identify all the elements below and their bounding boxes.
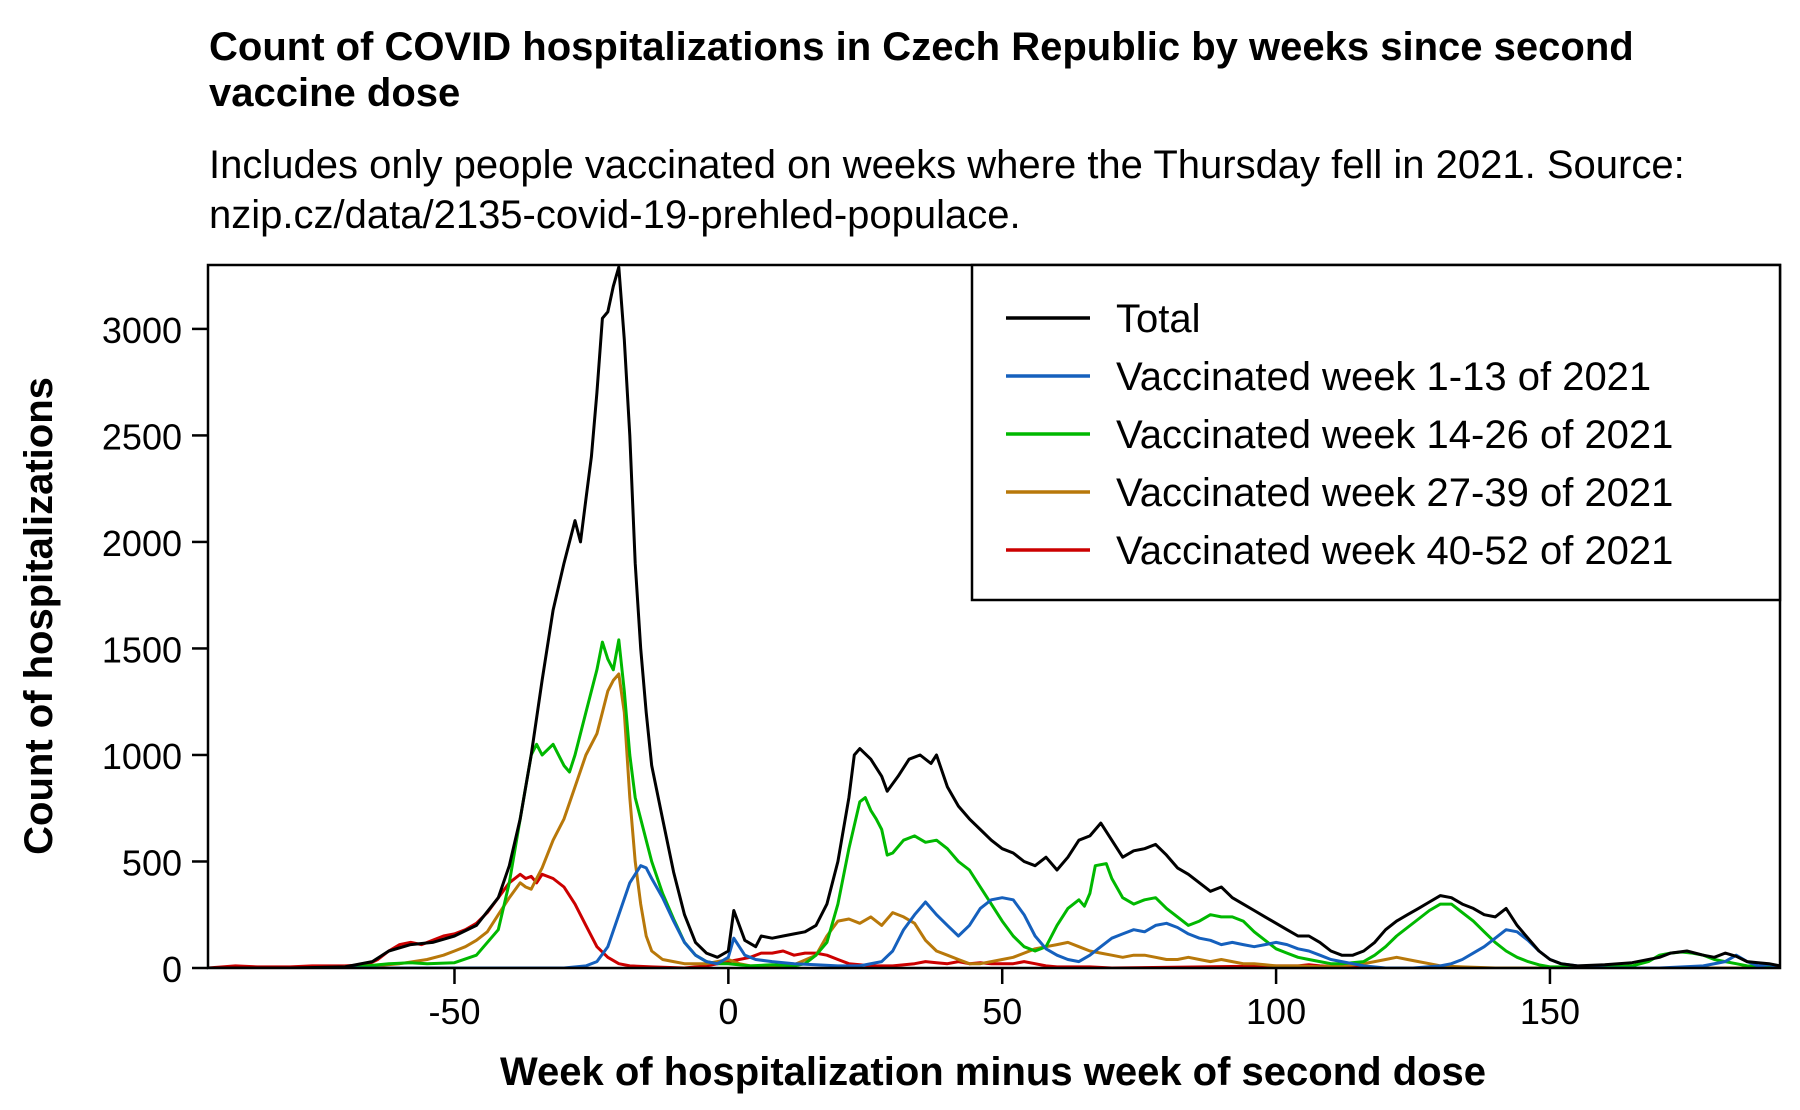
y-tick-label: 1500 (102, 629, 182, 670)
x-tick-label: -50 (428, 991, 480, 1032)
legend-label: Total (1116, 297, 1201, 341)
x-axis-label: Week of hospitalization minus week of se… (500, 1050, 1486, 1094)
y-tick-label: 500 (122, 842, 182, 883)
y-tick-label: 0 (162, 949, 182, 990)
legend-label: Vaccinated week 14-26 of 2021 (1116, 413, 1673, 457)
series-line-3 (208, 638, 1780, 968)
y-tick-label: 3000 (102, 310, 182, 351)
chart-title: Count of COVID hospitalizations in Czech… (209, 25, 1634, 115)
y-tick-label: 2500 (102, 416, 182, 457)
chart-subtitle: Includes only people vaccinated on weeks… (209, 143, 1685, 237)
series-line-5 (208, 872, 1780, 968)
y-tick-label: 2000 (102, 523, 182, 564)
series-line-1 (208, 265, 1780, 968)
legend-label: Vaccinated week 1-13 of 2021 (1116, 355, 1651, 399)
series-line-4 (208, 672, 1780, 968)
series-line-2 (208, 864, 1780, 968)
series-layer (208, 265, 1780, 968)
x-tick-label: 150 (1520, 991, 1580, 1032)
x-tick-label: 50 (982, 991, 1022, 1032)
y-axis: 0 500 1000 1500 2000 2500 3000 (102, 310, 208, 990)
x-axis: -50 0 50 100 150 (428, 968, 1580, 1032)
x-tick-label: 0 (718, 991, 738, 1032)
legend-label: Vaccinated week 40-52 of 2021 (1116, 529, 1673, 573)
x-tick-label: 100 (1246, 991, 1306, 1032)
legend-box (970, 263, 1782, 602)
y-axis-label: Count of hospitalizations (17, 377, 61, 855)
legend: Total Vaccinated week 1-13 of 2021 Vaccina… (970, 263, 1782, 602)
legend-label: Vaccinated week 27-39 of 2021 (1116, 471, 1673, 515)
y-tick-label: 1000 (102, 736, 182, 777)
